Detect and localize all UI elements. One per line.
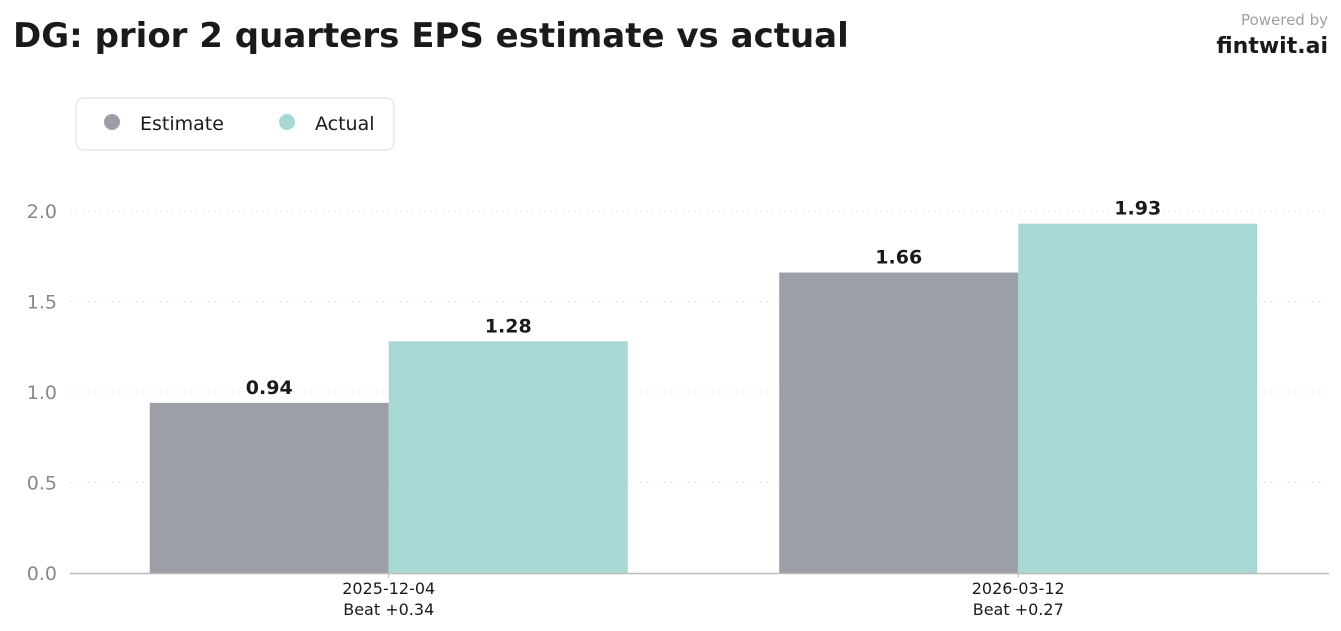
x-tick-sublabel: Beat +0.34	[343, 600, 434, 619]
bars	[149, 223, 1258, 574]
chart-title: DG: prior 2 quarters EPS estimate vs act…	[13, 16, 849, 56]
bar-value-label: 1.66	[875, 247, 922, 269]
y-tick-label: 0.0	[27, 563, 57, 585]
y-tick-label: 1.5	[27, 292, 57, 314]
brand-name: fintwit.ai	[1216, 34, 1328, 59]
powered-by-label: Powered by	[1241, 11, 1328, 29]
x-axis-ticks: 2025-12-04 Beat +0.34 2026-03-12 Beat +0.27	[342, 573, 1065, 619]
x-tick-label: 2025-12-04	[342, 579, 435, 598]
bar-value-labels: 0.94 1.28 1.66 1.93	[246, 198, 1161, 399]
legend-actual-marker	[279, 114, 295, 130]
bar-actual-2025-12-04	[388, 341, 628, 573]
x-tick-label: 2026-03-12	[972, 579, 1065, 598]
y-tick-label: 0.5	[27, 473, 57, 495]
y-tick-label: 1.0	[27, 382, 57, 404]
bar-value-label: 1.28	[485, 315, 532, 337]
y-axis-ticks: 0.0 0.5 1.0 1.5 2.0	[27, 201, 57, 585]
bar-value-label: 1.93	[1114, 198, 1161, 220]
bar-estimate-2026-03-12	[779, 272, 1019, 573]
legend-estimate-label: Estimate	[140, 113, 224, 135]
bar-value-label: 0.94	[246, 377, 293, 399]
bar-actual-2026-03-12	[1018, 223, 1258, 574]
legend-box	[75, 97, 395, 151]
y-tick-label: 2.0	[27, 201, 57, 223]
bar-estimate-2025-12-04	[149, 402, 389, 573]
legend-actual-label: Actual	[315, 113, 375, 135]
x-tick-sublabel: Beat +0.27	[973, 600, 1064, 619]
legend-estimate-marker	[104, 114, 120, 130]
legend: Estimate Actual	[75, 97, 395, 151]
